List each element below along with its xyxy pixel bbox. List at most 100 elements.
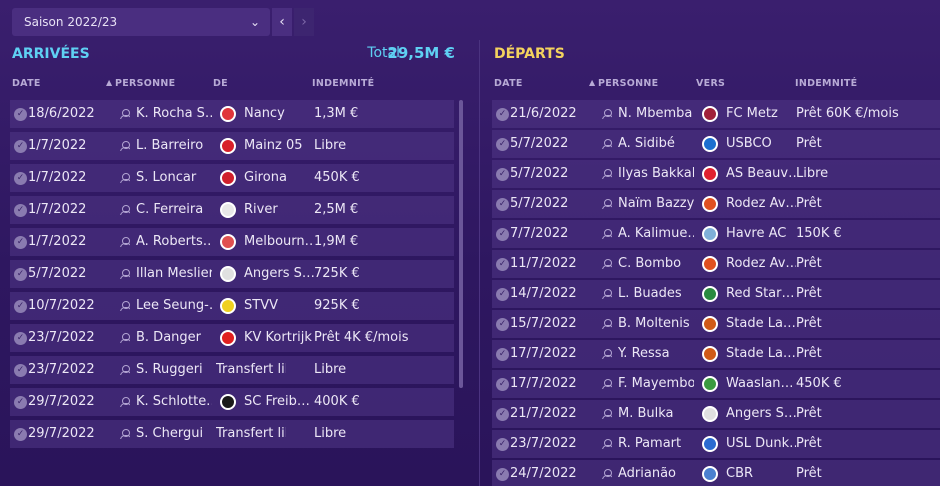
- row-person[interactable]: S. Chergui: [136, 426, 204, 441]
- row-club[interactable]: Transfert libre: [216, 362, 286, 377]
- table-row[interactable]: ✓ 18/6/2022 K. Rocha S… Nancy 1,3M €: [10, 100, 454, 128]
- row-person[interactable]: R. Pamart: [618, 436, 682, 451]
- row-club[interactable]: CBR: [726, 466, 754, 481]
- person-icon: [120, 333, 130, 343]
- row-person[interactable]: A. Kalimue…: [618, 226, 694, 241]
- row-club[interactable]: Nancy: [244, 106, 285, 121]
- table-row[interactable]: ✓ 5/7/2022 Ilyas Bakkali AS Beauv… Libre: [492, 160, 940, 188]
- previous-season-button[interactable]: ‹: [272, 8, 292, 36]
- row-club[interactable]: River: [244, 202, 278, 217]
- row-club[interactable]: Waaslan…: [726, 376, 794, 391]
- club-crest-icon: [702, 316, 718, 332]
- row-person[interactable]: Naïm Bazzy: [618, 196, 694, 211]
- header-date[interactable]: DATE: [12, 78, 41, 89]
- table-row[interactable]: ✓29/7/2022 S. Chergui Transfert libre Libre: [10, 420, 454, 448]
- table-row[interactable]: ✓ 24/7/2022 Adrianão CBR Prêt: [492, 460, 940, 486]
- row-club[interactable]: Red Star…: [726, 286, 795, 301]
- row-person[interactable]: N. Mbemba: [618, 106, 693, 121]
- row-person[interactable]: C. Bombo: [618, 256, 682, 271]
- arrivals-title: ARRIVÉES: [12, 46, 90, 62]
- header-from[interactable]: DE: [213, 78, 228, 89]
- row-club[interactable]: Girona: [244, 170, 287, 185]
- row-person[interactable]: Adrianão: [618, 466, 676, 481]
- row-person[interactable]: A. Sidibé: [618, 136, 675, 151]
- header-fee[interactable]: INDEMNITÉ: [795, 78, 858, 89]
- check-icon: ✓: [14, 364, 27, 377]
- header-date[interactable]: DATE: [494, 78, 523, 89]
- row-person[interactable]: F. Mayembo: [618, 376, 694, 391]
- row-club[interactable]: Stade La…: [726, 346, 796, 361]
- header-person[interactable]: PERSONNE: [598, 78, 659, 89]
- row-person[interactable]: Ilyas Bakkali: [618, 166, 694, 181]
- table-row[interactable]: ✓ 17/7/2022 F. Mayembo Waaslan… 450K €: [492, 370, 940, 398]
- person-icon: [120, 237, 130, 247]
- row-person[interactable]: S. Loncar: [136, 170, 197, 185]
- row-person[interactable]: L. Barreiro: [136, 138, 204, 153]
- row-club[interactable]: Angers S…: [244, 266, 314, 281]
- table-row[interactable]: ✓ 21/7/2022 M. Bulka Angers S… Prêt: [492, 400, 940, 428]
- table-row[interactable]: ✓ 7/7/2022 A. Kalimue… Havre AC 150K €: [492, 220, 940, 248]
- row-club[interactable]: Mainz 05: [244, 138, 303, 153]
- table-row[interactable]: ✓ 1/7/2022 S. Loncar Girona 450K €: [10, 164, 454, 192]
- person-icon: [120, 173, 130, 183]
- row-club[interactable]: STVV: [244, 298, 278, 313]
- row-club[interactable]: KV Kortrijk: [244, 330, 312, 345]
- arrivals-scrollbar[interactable]: [459, 100, 463, 388]
- row-person[interactable]: Y. Ressa: [618, 346, 670, 361]
- table-row[interactable]: ✓ 23/7/2022 R. Pamart USL Dunk… Prêt: [492, 430, 940, 458]
- table-row[interactable]: ✓10/7/2022 Lee Seung-… STVV 925K €: [10, 292, 454, 320]
- person-icon: [120, 269, 130, 279]
- header-to[interactable]: VERS: [696, 78, 726, 89]
- row-person[interactable]: K. Schlotte…: [136, 394, 212, 409]
- next-season-button[interactable]: ›: [294, 8, 314, 36]
- row-person[interactable]: K. Rocha S…: [136, 106, 212, 121]
- row-person[interactable]: M. Bulka: [618, 406, 674, 421]
- row-fee: 450K €: [314, 170, 360, 185]
- row-person[interactable]: B. Danger: [136, 330, 201, 345]
- club-crest-icon: [702, 226, 718, 242]
- season-select[interactable]: Saison 2022/23 ⌄: [12, 8, 270, 36]
- header-person[interactable]: PERSONNE: [115, 78, 176, 89]
- sort-arrow-icon: ▲: [589, 78, 596, 87]
- club-crest-icon: [702, 196, 718, 212]
- row-person[interactable]: Lee Seung-…: [136, 298, 212, 313]
- table-row[interactable]: ✓ 1/7/2022 C. Ferreira River 2,5M €: [10, 196, 454, 224]
- row-club[interactable]: SC Freib…: [244, 394, 310, 409]
- table-row[interactable]: ✓ 15/7/2022 B. Moltenis Stade La… Prêt: [492, 310, 940, 338]
- table-row[interactable]: ✓ 1/7/2022 L. Barreiro Mainz 05 Libre: [10, 132, 454, 160]
- table-row[interactable]: ✓ 21/6/2022 N. Mbemba FC Metz Prêt 60K €/moi…: [492, 100, 940, 128]
- table-row[interactable]: ✓ 29/7/2022 K. Schlotte… SC Freib… 400K €: [10, 388, 454, 416]
- row-club[interactable]: FC Metz: [726, 106, 778, 121]
- row-club[interactable]: Melbourn…: [244, 234, 314, 249]
- row-person[interactable]: Illan Meslier: [136, 266, 212, 281]
- row-club[interactable]: USL Dunk…: [726, 436, 796, 451]
- header-fee[interactable]: INDEMNITÉ: [312, 78, 375, 89]
- row-club[interactable]: Rodez Av…: [726, 256, 796, 271]
- row-club[interactable]: USBCO: [726, 136, 772, 151]
- table-row[interactable]: ✓ 23/7/2022 B. Danger KV Kortrijk Prêt 4K €/…: [10, 324, 454, 352]
- table-row[interactable]: ✓ 11/7/2022 C. Bombo Rodez Av… Prêt: [492, 250, 940, 278]
- check-icon: ✓: [14, 332, 27, 345]
- row-club[interactable]: Stade La…: [726, 316, 796, 331]
- table-row[interactable]: ✓23/7/2022 S. Ruggeri Transfert libre Libre: [10, 356, 454, 384]
- table-row[interactable]: ✓ 5/7/2022 Naïm Bazzy Rodez Av… Prêt: [492, 190, 940, 218]
- row-person[interactable]: B. Moltenis: [618, 316, 690, 331]
- table-row[interactable]: ✓ 5/7/2022 A. Sidibé USBCO Prêt: [492, 130, 940, 158]
- row-person[interactable]: L. Buades: [618, 286, 682, 301]
- row-person[interactable]: S. Ruggeri: [136, 362, 203, 377]
- row-club[interactable]: Havre AC: [726, 226, 787, 241]
- row-club[interactable]: Rodez Av…: [726, 196, 796, 211]
- table-row[interactable]: ✓ 1/7/2022 A. Roberts… Melbourn… 1,9M €: [10, 228, 454, 256]
- table-row[interactable]: ✓ 14/7/2022 L. Buades Red Star… Prêt: [492, 280, 940, 308]
- row-club[interactable]: Angers S…: [726, 406, 796, 421]
- row-date: 1/7/2022: [28, 170, 87, 185]
- panel-divider: [479, 40, 480, 486]
- row-club[interactable]: Transfert libre: [216, 426, 286, 441]
- table-row[interactable]: ✓ 5/7/2022 Illan Meslier Angers S… 725K €: [10, 260, 454, 288]
- row-fee: Prêt: [796, 346, 822, 361]
- person-icon: [602, 229, 612, 239]
- row-person[interactable]: A. Roberts…: [136, 234, 212, 249]
- row-club[interactable]: AS Beauv…: [726, 166, 796, 181]
- row-person[interactable]: C. Ferreira: [136, 202, 204, 217]
- table-row[interactable]: ✓ 17/7/2022 Y. Ressa Stade La… Prêt: [492, 340, 940, 368]
